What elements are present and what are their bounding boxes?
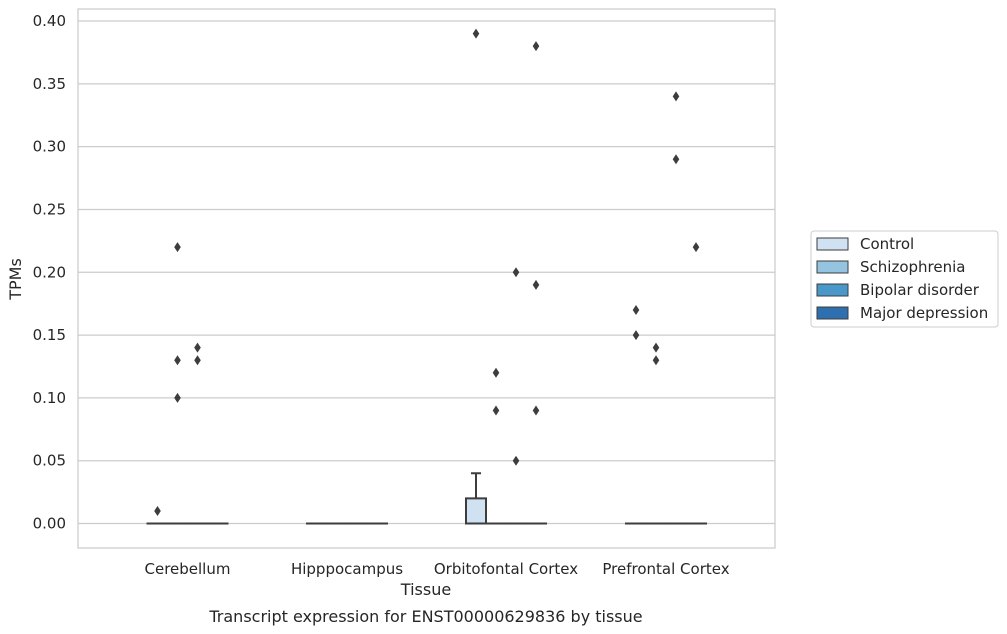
y-tick-labels: 0.00 0.05 0.10 0.15 0.20 0.25 0.30 0.35 0.40	[33, 12, 66, 533]
legend-swatch	[816, 306, 849, 320]
y-axis-label: TPMs	[6, 258, 25, 301]
outlier-point	[512, 455, 520, 466]
legend-frame	[810, 230, 999, 328]
outlier-point	[692, 242, 700, 253]
outlier-point	[194, 355, 201, 366]
legend: Control Schizophrenia Bipolar disorder Majo…	[810, 230, 999, 328]
outlier-point	[174, 392, 181, 403]
legend-swatch	[816, 237, 849, 251]
outlier-point	[174, 242, 181, 253]
outlier-point	[652, 342, 660, 353]
outlier-point	[632, 330, 640, 341]
legend-label: Bipolar disorder	[860, 281, 980, 299]
y-tick-label: 0.40	[33, 12, 66, 30]
outlier-point	[174, 355, 181, 366]
box	[465, 497, 487, 525]
legend-swatch	[816, 260, 849, 274]
chart-caption: Transcript expression for ENST0000062983…	[208, 607, 642, 626]
outlier-point	[194, 342, 201, 353]
legend-label: Major depression	[860, 304, 988, 322]
x-tick-label: Hipppocampus	[291, 560, 403, 578]
y-tick-label: 0.10	[33, 389, 66, 407]
x-tick-label: Orbitofontal Cortex	[434, 560, 578, 578]
outliers-layer	[154, 28, 700, 516]
boxes-layer	[146, 472, 707, 525]
y-tick-label: 0.35	[33, 75, 66, 93]
outlier-point	[492, 367, 500, 378]
plot-frame	[77, 8, 776, 549]
outlier-point	[532, 405, 540, 416]
x-tick-label: Cerebellum	[145, 560, 231, 578]
x-tick-labels: Cerebellum Hipppocampus Orbitofontal Corte…	[145, 560, 730, 578]
outlier-point	[154, 505, 161, 516]
legend-swatch	[816, 283, 849, 297]
legend-label: Schizophrenia	[860, 258, 965, 276]
outlier-point	[672, 154, 680, 165]
outlier-point	[472, 28, 480, 39]
x-axis-label: Tissue	[400, 580, 451, 599]
x-tick-label: Prefrontal Cortex	[602, 560, 729, 578]
y-tick-label: 0.00	[33, 515, 66, 533]
grid-lines	[78, 20, 775, 525]
outlier-point	[632, 304, 640, 315]
y-tick-label: 0.30	[33, 138, 66, 156]
outlier-point	[492, 405, 500, 416]
y-tick-label: 0.05	[33, 452, 66, 470]
y-tick-label: 0.15	[33, 326, 66, 344]
y-tick-label: 0.20	[33, 263, 66, 281]
outlier-point	[652, 355, 660, 366]
y-tick-label: 0.25	[33, 200, 66, 218]
legend-label: Control	[860, 235, 914, 253]
outlier-point	[512, 267, 520, 278]
outlier-point	[672, 91, 680, 102]
outlier-point	[532, 41, 540, 52]
outlier-point	[532, 279, 540, 290]
